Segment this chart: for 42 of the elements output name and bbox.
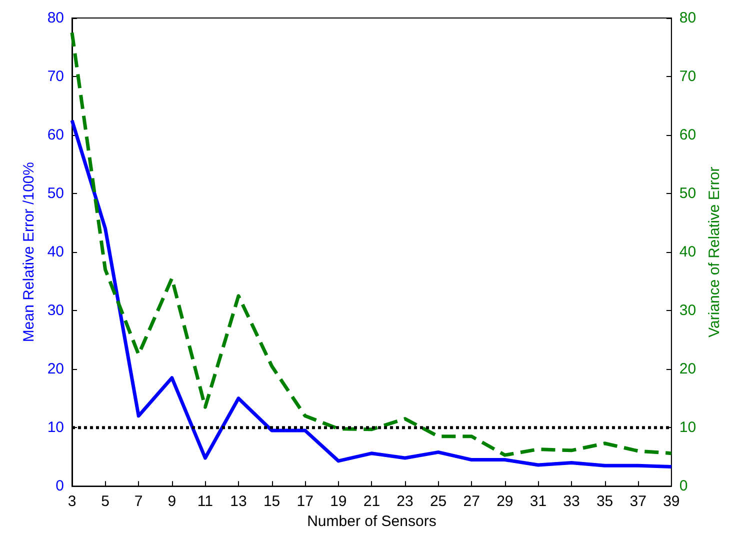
y2-axis-title: Variance of Relative Error <box>706 166 723 338</box>
x-tick-label: 17 <box>296 493 314 510</box>
y-tick-label: 60 <box>47 126 64 144</box>
y-tick-label: 20 <box>47 360 64 378</box>
x-tick-label: 35 <box>596 493 614 510</box>
x-tick-label: 21 <box>363 493 380 510</box>
x-tick-label: 37 <box>630 493 646 510</box>
x-tick-label: 5 <box>101 493 110 510</box>
y-tick-label: 10 <box>47 419 64 436</box>
x-tick-label: 11 <box>197 493 213 510</box>
y-axis-title: Mean Relative Error /100% <box>20 162 38 342</box>
x-tick-label: 23 <box>396 493 414 510</box>
x-tick-label: 19 <box>330 493 347 510</box>
y2-tick-label: 0 <box>679 478 688 495</box>
y-tick-label: 50 <box>47 185 64 202</box>
y-tick-label: 70 <box>47 68 64 86</box>
y2-tick-label: 10 <box>679 419 696 436</box>
x-tick-label: 33 <box>563 493 580 510</box>
x-tick-label: 15 <box>263 493 280 510</box>
y2-tick-label: 20 <box>679 360 696 378</box>
y2-tick-label: 60 <box>679 126 696 144</box>
y2-tick-label: 30 <box>679 302 696 320</box>
y-tick-label: 80 <box>47 10 64 26</box>
y2-tick-label: 40 <box>679 244 696 261</box>
x-tick-label: 31 <box>530 493 547 510</box>
line-series <box>70 30 674 457</box>
x-tick-label: 13 <box>230 493 247 510</box>
y2-tick-label: 80 <box>679 10 696 26</box>
y-tick-label: 30 <box>47 302 64 320</box>
x-tick-label: 3 <box>68 493 76 510</box>
x-tick-label: 25 <box>430 493 447 510</box>
y-tick-label: 40 <box>47 244 64 261</box>
x-tick-label: 27 <box>463 493 480 510</box>
y2-tick-label: 50 <box>679 185 696 202</box>
x-tick-label: 7 <box>134 493 143 510</box>
y2-tick-label: 70 <box>679 68 696 86</box>
x-tick-label: 39 <box>663 493 680 510</box>
x-tick-label: 9 <box>168 493 176 510</box>
x-axis-title: Number of Sensors <box>307 513 436 530</box>
line-series <box>70 118 674 469</box>
x-tick-label: 29 <box>496 493 514 510</box>
y-tick-label: 0 <box>56 478 64 495</box>
